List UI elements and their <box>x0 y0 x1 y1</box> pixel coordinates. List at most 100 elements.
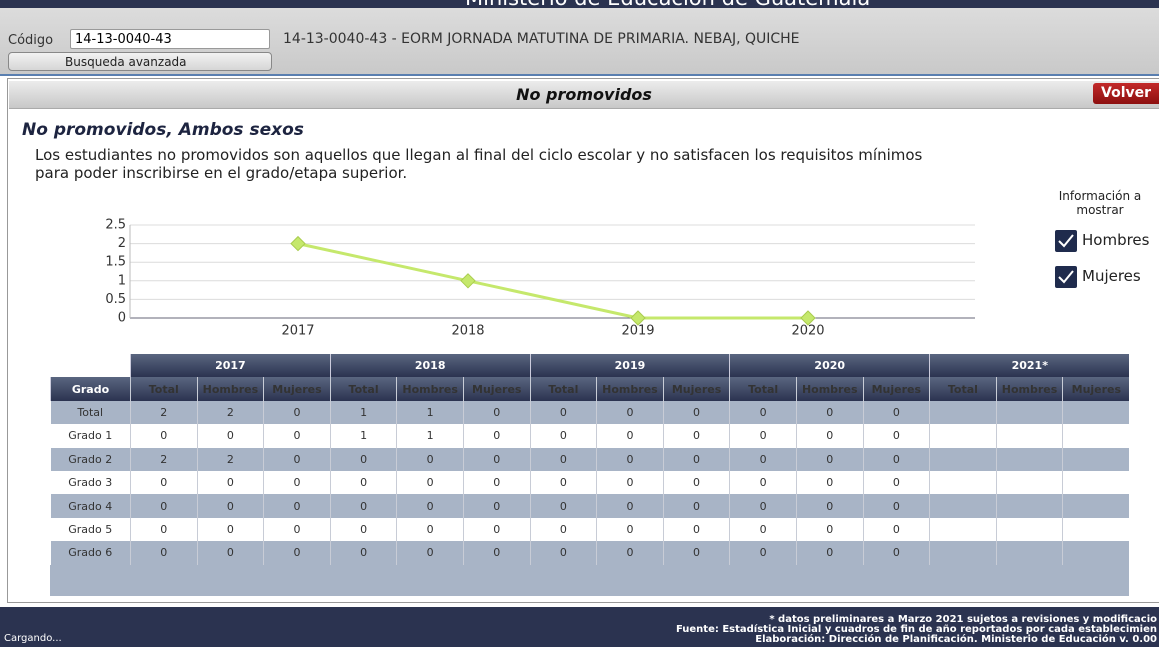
back-button[interactable]: Volver <box>1093 83 1159 104</box>
table-cell: 0 <box>596 541 664 565</box>
table-cell: 0 <box>662 494 730 518</box>
table-cell: 0 <box>130 494 198 518</box>
grado-header: Grado <box>50 377 131 401</box>
options-title: mostrar <box>1076 203 1124 217</box>
sub-header: Total <box>729 377 797 401</box>
checkbox-label[interactable]: Hombres <box>1082 231 1150 249</box>
table-cell: 0 <box>396 470 464 495</box>
table-cell: 0 <box>329 447 397 471</box>
table-cell <box>929 424 997 448</box>
y-tick-label: 0 <box>118 311 126 326</box>
table-cell: 0 <box>130 541 198 565</box>
codigo-label: Código <box>8 33 54 48</box>
y-tick-label: 1.5 <box>105 255 126 270</box>
row-label: Grado 5 <box>68 522 113 536</box>
site-title: Ministerio de Educación de Guatemala <box>465 0 870 8</box>
year-header: 2018 <box>329 354 531 378</box>
table-cell: 0 <box>729 541 797 565</box>
table-cell: 0 <box>196 470 264 495</box>
table-cell: 0 <box>396 517 464 542</box>
table-cell <box>1062 517 1130 542</box>
table-cell <box>929 470 997 495</box>
point <box>290 235 306 252</box>
table-cell: 0 <box>396 541 464 565</box>
table-cell: 0 <box>596 400 664 425</box>
status: Cargando... <box>4 633 62 644</box>
codigo-input[interactable]: 14-13-0040-43 <box>70 29 270 49</box>
table-cell <box>1062 541 1130 565</box>
table-cell: 0 <box>862 424 930 448</box>
table-cell <box>929 447 997 471</box>
table-cell: 0 <box>862 447 930 471</box>
table-cell <box>929 541 997 565</box>
sub-header: Hombres <box>596 377 664 401</box>
table-cell: 0 <box>729 400 797 425</box>
table-cell: 1 <box>396 424 464 448</box>
y-tick-label: 1 <box>118 273 126 288</box>
table-cell: 0 <box>596 470 664 495</box>
description: Los estudiantes no promovidos son aquell… <box>35 146 923 164</box>
sub-header: Mujeres <box>662 377 730 401</box>
row-label: Grado 3 <box>68 476 113 490</box>
table-cell <box>995 541 1063 565</box>
table-cell: 0 <box>795 447 864 471</box>
table-cell <box>995 494 1063 518</box>
table-cell <box>1062 424 1130 448</box>
table-cell: 0 <box>196 541 264 565</box>
panel <box>7 78 1159 603</box>
x-tick-label: 2017 <box>281 324 314 339</box>
table-cell: 0 <box>596 447 664 471</box>
table-cell <box>995 424 1063 448</box>
table-cell: 0 <box>862 517 930 542</box>
year-header: 2021* <box>929 354 1130 378</box>
table-cell: 0 <box>662 470 730 495</box>
table-cell: 0 <box>596 517 664 542</box>
table-cell: 1 <box>329 400 397 425</box>
table-cell: 0 <box>862 494 930 518</box>
table-cell <box>995 470 1063 495</box>
corner <box>51 354 131 377</box>
row-label: Grado 6 <box>68 546 113 560</box>
checkbox[interactable] <box>1055 230 1077 252</box>
footer-source: Fuente: Estadística Inicial y cuadros de… <box>675 624 1157 635</box>
sub-header: Total <box>929 377 997 401</box>
table-cell <box>929 400 997 425</box>
table-cell: 2 <box>130 400 198 425</box>
sub-header: Hombres <box>196 377 264 401</box>
table-cell: 0 <box>529 470 597 495</box>
advanced-search-button[interactable]: Busqueda avanzada <box>8 52 272 71</box>
table-cell: 0 <box>329 494 397 518</box>
table-cell: 0 <box>462 400 531 425</box>
sub-header: Mujeres <box>862 377 930 401</box>
point <box>460 273 476 289</box>
table-cell: 0 <box>596 494 664 518</box>
table-cell: 0 <box>196 517 264 542</box>
footer-note: * datos preliminares a Marzo 2021 sujeto… <box>769 614 1157 625</box>
footer <box>0 607 1159 647</box>
checkbox[interactable] <box>1055 266 1077 288</box>
table-cell: 0 <box>795 494 864 518</box>
table-cell: 0 <box>329 470 397 495</box>
table-cell <box>995 517 1063 542</box>
table-cell: 0 <box>462 517 531 542</box>
line <box>297 242 808 320</box>
sub-header: Total <box>529 377 597 401</box>
year-header: 2019 <box>529 354 730 378</box>
table-cell <box>1062 400 1130 425</box>
table-cell: 0 <box>862 541 930 565</box>
y-tick-label: 2.5 <box>105 218 126 233</box>
row-label: Total <box>77 405 104 419</box>
table-cell <box>995 447 1063 471</box>
sub-header: Mujeres <box>1062 377 1130 401</box>
table-cell: 0 <box>729 494 797 518</box>
table-cell: 0 <box>130 424 198 448</box>
table-cell: 0 <box>862 400 930 425</box>
table-cell: 0 <box>263 517 331 542</box>
table-cell: 0 <box>529 494 597 518</box>
table-cell: 0 <box>130 517 198 542</box>
options-title: Información a <box>1058 189 1142 203</box>
table-cell: 0 <box>396 494 464 518</box>
checkbox-label[interactable]: Mujeres <box>1082 267 1141 285</box>
school-name: 14-13-0040-43 - EORM JORNADA MATUTINA DE… <box>283 31 800 47</box>
